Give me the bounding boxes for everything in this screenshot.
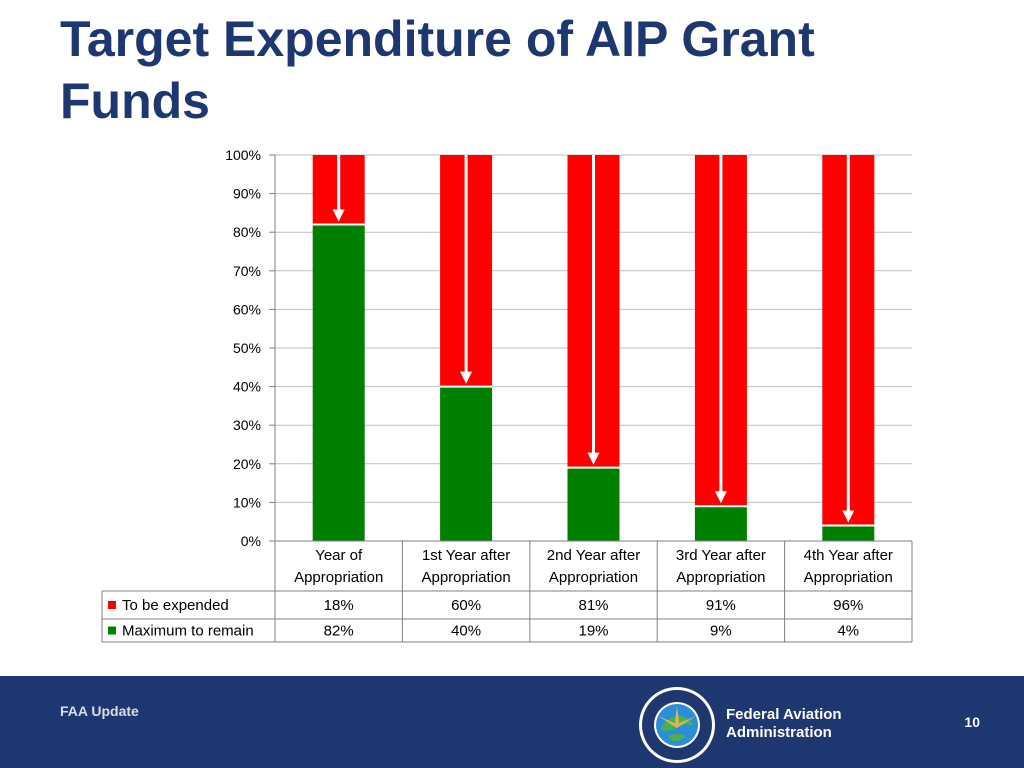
y-tick-label: 100% bbox=[225, 147, 261, 163]
data-table-value: 9% bbox=[710, 623, 732, 640]
legend-label: Maximum to remain bbox=[122, 623, 254, 640]
slide-title: Target Expenditure of AIP Grant Funds bbox=[60, 11, 815, 129]
page-number: 10 bbox=[964, 714, 980, 730]
footer-label: FAA Update bbox=[60, 703, 139, 719]
x-category-label: 2nd Year after bbox=[547, 547, 640, 564]
y-tick-label: 10% bbox=[233, 494, 261, 510]
data-table-value: 91% bbox=[706, 597, 736, 614]
bar-maximum-to-remain bbox=[694, 506, 747, 541]
x-category-label: Appropriation bbox=[294, 569, 383, 586]
data-table-value: 82% bbox=[324, 623, 354, 640]
legend-swatch bbox=[108, 626, 116, 635]
y-tick-label: 90% bbox=[233, 186, 261, 202]
x-category-label: Year of bbox=[315, 547, 363, 564]
x-category-label: Appropriation bbox=[676, 569, 765, 586]
y-tick-label: 60% bbox=[233, 301, 261, 317]
legend-label: To be expended bbox=[122, 597, 229, 614]
organization-name-line2: Administration bbox=[726, 724, 832, 741]
x-category-label: Appropriation bbox=[421, 569, 510, 586]
stacked-bar-chart: 0% 10% 20% 30% 40% 50% 60% 70% 80% 90% 100% Year of… bbox=[101, 147, 913, 643]
data-table-value: 4% bbox=[837, 623, 859, 640]
bar-maximum-to-remain bbox=[312, 224, 365, 542]
x-category-label: Appropriation bbox=[804, 569, 893, 586]
data-table-value: 40% bbox=[451, 623, 481, 640]
x-category-label: 4th Year after bbox=[804, 547, 893, 564]
x-category-label: Appropriation bbox=[549, 569, 638, 586]
faa-seal-logo bbox=[639, 687, 715, 763]
bar-maximum-to-remain bbox=[440, 386, 493, 541]
y-tick-label: 40% bbox=[233, 379, 261, 395]
organization-name-line1: Federal Aviation bbox=[726, 706, 842, 723]
data-table-value: 19% bbox=[578, 623, 608, 640]
y-tick-label: 80% bbox=[233, 224, 261, 240]
y-tick-label: 30% bbox=[233, 417, 261, 433]
legend-swatch bbox=[108, 601, 116, 609]
arrow-head bbox=[460, 371, 473, 384]
bar-maximum-to-remain bbox=[567, 467, 620, 541]
arrow-head bbox=[714, 491, 727, 504]
x-category-label: 3rd Year after bbox=[676, 547, 766, 564]
y-tick-label: 50% bbox=[233, 340, 261, 356]
x-category-label: 1st Year after bbox=[422, 547, 510, 564]
data-table-value: 96% bbox=[833, 597, 863, 614]
data-table-value: 81% bbox=[578, 597, 608, 614]
y-tick-label: 0% bbox=[241, 533, 261, 549]
bar-maximum-to-remain bbox=[822, 525, 875, 541]
y-tick-label: 70% bbox=[233, 263, 261, 279]
arrow-head bbox=[332, 209, 345, 222]
arrow-head bbox=[842, 510, 855, 523]
data-table-value: 18% bbox=[324, 597, 354, 614]
data-table-value: 60% bbox=[451, 597, 481, 614]
arrow-head bbox=[587, 452, 600, 465]
footer-bar: FAA Update Federal Aviation Administrati… bbox=[0, 676, 1024, 768]
organization-name: Federal Aviation Administration bbox=[726, 706, 842, 742]
y-tick-label: 20% bbox=[233, 456, 261, 472]
